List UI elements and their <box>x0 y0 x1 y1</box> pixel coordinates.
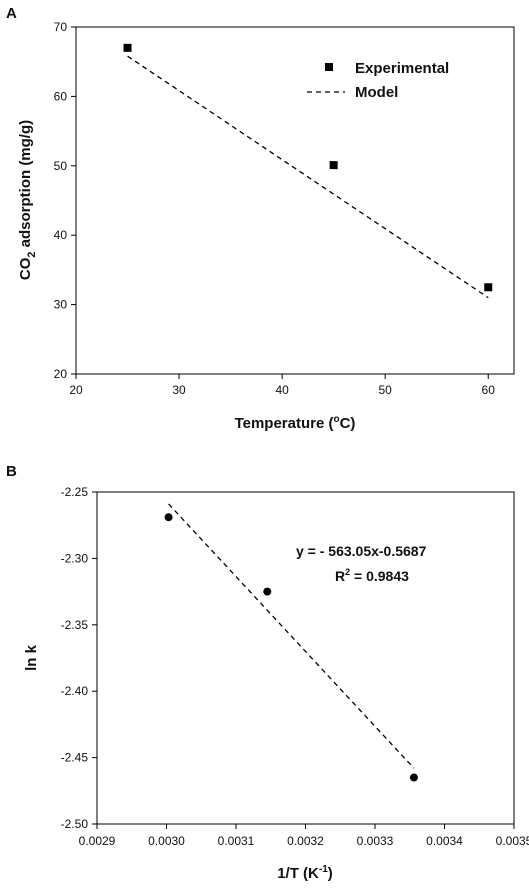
ln-k-point <box>409 773 418 782</box>
panel-b-xlabel: 1/T (K-1) <box>277 864 333 882</box>
model-fit-line <box>127 55 489 299</box>
legend-experimental-label: Experimental <box>355 60 449 77</box>
panel-a-label: A <box>6 5 17 22</box>
panel-b-y-tick-label: -2.45 <box>61 751 89 765</box>
panel-b-y-tick-label: -2.30 <box>61 551 89 565</box>
experimental-point <box>123 43 132 52</box>
panel-a-x-tick-label: 20 <box>69 383 83 397</box>
panel-b-y-tick-label: -2.25 <box>61 485 89 499</box>
panel-b-r-squared: R2 = 0.9843 <box>335 567 409 584</box>
panel-b-x-tick-label: 0.0034 <box>426 834 463 848</box>
panel-a-x-tick-label: 50 <box>378 383 392 397</box>
panel-b-y-tick-label: -2.50 <box>61 817 89 831</box>
legend-experimental-marker <box>325 63 333 71</box>
panel-a-xlabel: Temperature (oC) <box>235 414 356 432</box>
panel-b-label: B <box>6 463 17 480</box>
legend-model-label: Model <box>355 84 398 101</box>
panel-b-x-tick-label: 0.0035 <box>496 834 529 848</box>
ln-k-point <box>263 587 272 596</box>
panel-a-x-tick-label: 30 <box>172 383 186 397</box>
panel-a-y-tick-label: 50 <box>54 159 68 173</box>
panel-b-data <box>164 503 418 782</box>
panel-a-data <box>123 43 493 299</box>
panel-b-x-tick-label: 0.0031 <box>218 834 255 848</box>
panel-b-y-tick-label: -2.40 <box>61 684 89 698</box>
panel-b-x-tick-label: 0.0029 <box>79 834 116 848</box>
ln-k-point <box>164 513 173 522</box>
panel-a-x-tick-label: 60 <box>482 383 496 397</box>
panel-a: A 20 30 40 50 60 20 30 40 50 60 70 Experimental Mo… <box>6 5 515 432</box>
experimental-point <box>329 161 338 170</box>
panel-a-y-tick-label: 70 <box>54 20 68 34</box>
panel-b-x-tick-label: 0.0032 <box>287 834 324 848</box>
regression-line <box>168 503 415 769</box>
panel-a-ticks: 20 30 40 50 60 20 30 40 50 60 70 <box>54 20 496 397</box>
panel-a-y-tick-label: 20 <box>54 367 68 381</box>
panel-a-x-tick-label: 40 <box>275 383 289 397</box>
panel-b-x-tick-label: 0.0030 <box>148 834 185 848</box>
panel-a-y-tick-label: 40 <box>54 228 68 242</box>
panel-b-ylabel: ln k <box>23 644 40 670</box>
panel-a-y-tick-label: 60 <box>54 89 68 103</box>
experimental-point <box>484 283 493 292</box>
panel-b: B 0.0029 0.0030 0.0031 0.0032 0.0033 0.0034 0.… <box>6 463 529 882</box>
panel-b-plot-frame <box>96 491 515 825</box>
panel-b-y-tick-label: -2.35 <box>61 618 89 632</box>
panel-a-y-tick-label: 30 <box>54 298 68 312</box>
panel-b-x-tick-label: 0.0033 <box>357 834 394 848</box>
panel-a-ylabel: CO2 adsorption (mg/g) <box>17 120 38 280</box>
panel-a-plot-frame <box>75 26 515 375</box>
panel-b-equation: y = - 563.05x-0.5687 <box>296 543 427 559</box>
panel-b-ticks: 0.0029 0.0030 0.0031 0.0032 0.0033 0.0034 0.00… <box>61 485 529 848</box>
